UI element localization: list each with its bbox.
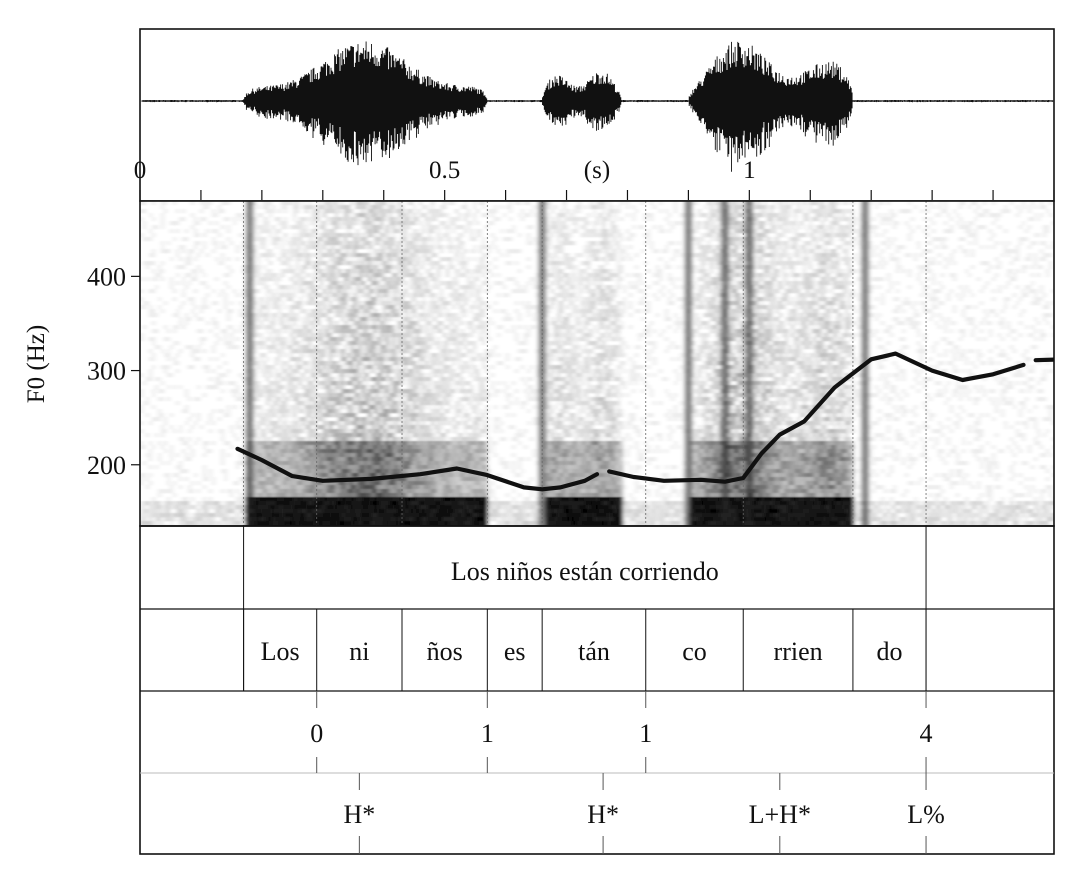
syllable-label: tán (578, 637, 610, 666)
tone-tier: H* H* L+H* L% (343, 773, 945, 854)
time-tick-label: 0.5 (429, 157, 460, 184)
syllable-label: do (877, 637, 903, 666)
waveform-path (141, 41, 1054, 172)
break-index-label: 4 (920, 719, 933, 748)
tone-label: L% (907, 800, 945, 829)
waveform-trace (141, 41, 1054, 172)
syllable-tier: Los ni ños es tán co rrien do (243, 609, 927, 691)
break-index-label: 1 (639, 719, 652, 748)
f0-contour (235, 351, 1054, 492)
f0-segment (1033, 357, 1054, 363)
syllable-label: Los (261, 637, 300, 666)
f0-segment (235, 446, 600, 492)
tone-label: H* (343, 800, 375, 829)
syllable-label: es (504, 637, 526, 666)
syllable-label: co (682, 637, 707, 666)
f0-axis-ticks: 200 300 400 (87, 262, 140, 480)
time-axis-ticks (139, 190, 1055, 200)
tone-label: L+H* (749, 800, 811, 829)
time-tick-label: 1 (743, 157, 756, 184)
spectrogram-panel: 200 300 400 F0 (Hz) (23, 200, 1055, 527)
time-unit-label: (s) (584, 157, 610, 184)
f0-tick-label: 400 (87, 262, 126, 291)
utterance-text: Los niños están corriendo (451, 557, 719, 586)
waveform-panel: 0 0.5 1 (s) (134, 28, 1055, 202)
f0-tick-label: 200 (87, 451, 126, 480)
time-axis-labels: 0 0.5 1 (134, 157, 756, 184)
spectrogram-image (140, 201, 1054, 526)
break-index-tier: 0 1 1 4 (310, 691, 933, 773)
syllable-label: ños (427, 637, 463, 666)
tone-label: H* (587, 800, 619, 829)
tiers-frame (139, 525, 1055, 855)
syllable-label: ni (349, 637, 369, 666)
annotation-tiers: Los niños están corriendo Los ni ños es tán c… (139, 525, 1055, 855)
f0-segment (607, 351, 1026, 484)
break-index-label: 1 (481, 719, 494, 748)
syllable-label: rrien (774, 637, 823, 666)
f0-tick-label: 300 (87, 357, 126, 386)
break-index-label: 0 (310, 719, 323, 748)
f0-axis-label: F0 (Hz) (23, 325, 50, 403)
